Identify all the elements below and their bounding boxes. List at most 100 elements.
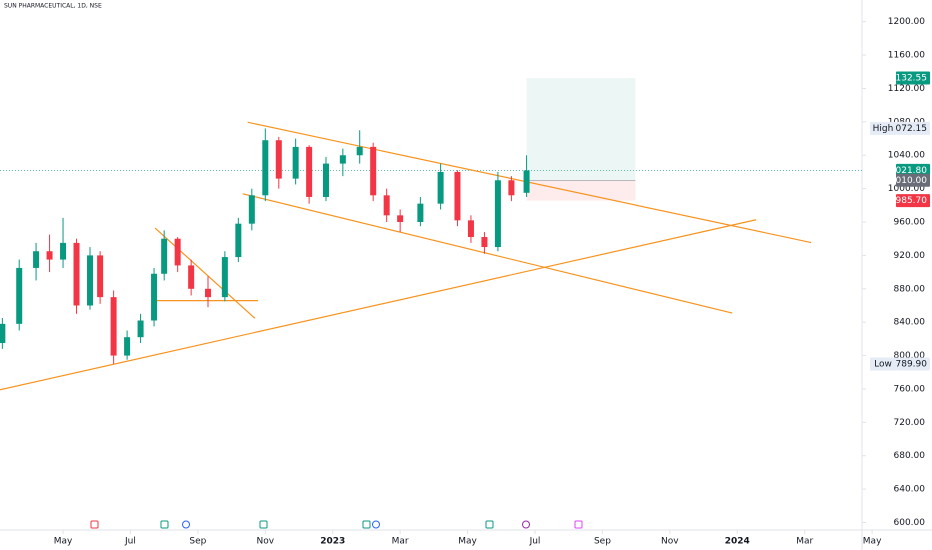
candle-body <box>248 195 255 224</box>
x-tick-label: Jul <box>124 537 136 547</box>
candle-body <box>481 237 488 248</box>
y-tick-label: 680.00 <box>894 451 926 461</box>
x-tick-label: Nov <box>257 537 275 547</box>
candle-body <box>417 203 424 223</box>
candle-body <box>161 238 168 274</box>
price-tag-label: 789.90 <box>896 359 928 369</box>
event-marker <box>485 520 494 529</box>
x-tick-label: Jul <box>529 537 541 547</box>
y-tick-label: 1200.00 <box>888 17 925 27</box>
candle-body <box>397 215 404 223</box>
candle-body <box>437 171 444 204</box>
price-tag-name: High <box>873 124 894 134</box>
candle-body <box>16 267 23 324</box>
trendline <box>242 193 733 314</box>
price-tag-label: 1072.15 <box>890 124 927 134</box>
candle-body <box>221 257 228 298</box>
trendline <box>154 227 256 319</box>
x-tick-label: Sep <box>594 537 611 547</box>
y-tick-label: 880.00 <box>894 284 926 294</box>
candle-body <box>275 140 282 179</box>
candle-body <box>87 255 94 306</box>
candle-body <box>523 170 530 193</box>
x-tick-label: May <box>863 537 882 547</box>
trendline <box>0 219 757 391</box>
candle-body <box>454 171 461 221</box>
price-tag-label: 1021.80 <box>890 166 927 176</box>
candle-body <box>322 163 329 197</box>
event-marker <box>182 520 190 529</box>
candle-body <box>494 180 501 248</box>
event-marker <box>362 520 371 529</box>
y-tick-label: 840.00 <box>894 318 926 328</box>
y-tick-label: 800.00 <box>894 351 926 361</box>
price-tag <box>896 71 930 85</box>
x-tick-label: 2024 <box>725 537 750 547</box>
candle-body <box>235 223 242 258</box>
event-marker <box>522 520 530 529</box>
chart-title: SUN PHARMACEUTICAL, 1D, NSE <box>4 3 102 10</box>
y-tick-label: 720.00 <box>894 418 926 428</box>
candle-body <box>151 273 158 321</box>
x-tick-label: Sep <box>189 537 206 547</box>
price-tag <box>896 121 930 135</box>
price-tag-name-bg <box>870 357 896 371</box>
candle-body <box>204 288 211 298</box>
y-tick-label: 920.00 <box>894 251 926 261</box>
y-tick-label: 640.00 <box>894 485 926 495</box>
candle-body <box>262 140 269 196</box>
event-marker <box>90 520 99 529</box>
candle-body <box>110 297 117 356</box>
event-marker <box>160 520 169 529</box>
event-marker <box>259 520 268 529</box>
y-tick-label: 1000.00 <box>888 184 925 194</box>
candle-body <box>46 251 53 260</box>
price-tag-label: 1132.55 <box>890 73 927 83</box>
price-tag <box>896 173 930 187</box>
candle-body <box>124 337 131 356</box>
event-marker <box>574 520 583 529</box>
event-markers <box>90 520 583 529</box>
price-tag <box>896 357 930 371</box>
price-tag <box>896 194 930 208</box>
candle-body <box>174 238 181 266</box>
price-tag-name-bg <box>870 121 896 135</box>
y-tick-label: 960.00 <box>894 218 926 228</box>
y-tick-label: 1120.00 <box>888 84 925 94</box>
candle-body <box>306 146 313 197</box>
candle-body <box>356 146 363 156</box>
price-tag-label: 985.70 <box>896 196 928 206</box>
y-tick-label: 600.00 <box>894 518 926 528</box>
candle-body <box>339 155 346 164</box>
candle-body <box>33 251 40 268</box>
candle-body <box>188 265 195 289</box>
x-tick-label: Mar <box>392 537 409 547</box>
y-tick-label: 760.00 <box>894 384 926 394</box>
price-tag-name: Low <box>874 359 892 369</box>
candle-body <box>137 320 144 338</box>
candle-body <box>508 180 515 196</box>
candle-body <box>0 323 6 344</box>
candle-body <box>383 195 390 216</box>
candle-body <box>73 242 80 306</box>
candle-body <box>467 220 474 238</box>
candle-body <box>370 146 377 196</box>
target-zone <box>526 77 636 181</box>
y-tick-label: 1160.00 <box>888 51 925 61</box>
candle-body <box>60 242 67 260</box>
price-tag <box>896 163 930 177</box>
stop-zone <box>526 180 636 201</box>
x-tick-label: May <box>54 537 73 547</box>
event-marker <box>372 520 380 529</box>
price-tag-label: 1010.00 <box>890 176 927 186</box>
x-tick-label: 2023 <box>320 537 345 547</box>
x-tick-label: May <box>458 537 477 547</box>
candle-body <box>292 146 299 179</box>
x-tick-label: Nov <box>661 537 679 547</box>
x-tick-label: Mar <box>796 537 813 547</box>
y-tick-label: 1040.00 <box>888 151 925 161</box>
candle-body <box>97 255 104 298</box>
